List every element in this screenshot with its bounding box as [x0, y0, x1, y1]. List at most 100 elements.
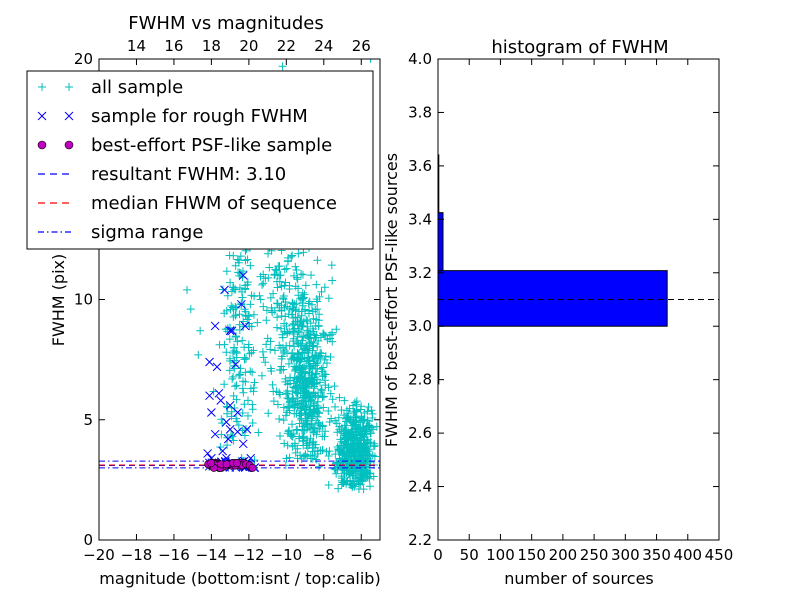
right-x-tick-label: 50 — [460, 546, 479, 564]
all-sample-point — [307, 420, 316, 429]
all-sample-point — [321, 352, 330, 361]
all-sample-point — [320, 283, 329, 292]
all-sample-point — [233, 337, 242, 346]
all-sample-point — [293, 275, 302, 284]
all-sample-point — [283, 441, 292, 450]
all-sample-point — [324, 294, 333, 303]
all-sample-point — [311, 391, 320, 400]
all-sample-point — [183, 285, 192, 294]
all-sample-point — [342, 417, 351, 426]
all-sample-point — [291, 262, 300, 271]
all-sample-point — [239, 377, 248, 386]
all-sample-point — [312, 455, 321, 464]
all-sample-point — [283, 302, 292, 311]
all-sample-point — [229, 343, 238, 352]
all-sample-point — [249, 310, 258, 319]
all-sample-point — [345, 469, 354, 478]
all-sample-point — [303, 317, 312, 326]
all-sample-point — [248, 400, 257, 409]
right-y-axis-label: FWHM of best-effort PSF-like sources — [382, 153, 401, 447]
all-sample-point — [225, 366, 234, 375]
all-sample-point — [310, 380, 319, 389]
all-sample-point — [276, 343, 285, 352]
all-sample-point — [277, 354, 286, 363]
all-sample-point — [258, 347, 267, 356]
right-x-tick-label: 200 — [549, 546, 578, 564]
all-sample-point — [328, 395, 337, 404]
all-sample-point — [297, 365, 306, 374]
all-sample-point — [321, 381, 330, 390]
left-y-tick-label: 10 — [74, 291, 93, 309]
all-sample-point — [303, 435, 312, 444]
all-sample-point — [362, 436, 371, 445]
all-sample-point — [368, 414, 377, 423]
all-sample-point — [268, 380, 277, 389]
psf-sample-point — [222, 460, 231, 469]
all-sample-point — [273, 299, 282, 308]
all-sample-point — [223, 441, 232, 450]
psf-sample-point — [232, 459, 241, 468]
left-chart-title: FWHM vs magnitudes — [128, 13, 323, 34]
all-sample-point — [290, 362, 299, 371]
all-sample-point — [324, 451, 333, 460]
all-sample-point — [232, 381, 241, 390]
all-sample-point — [243, 411, 252, 420]
all-sample-point — [308, 454, 317, 463]
right-y-tick-label: 2.4 — [408, 478, 432, 496]
all-sample-point — [311, 370, 320, 379]
rough-sample-point — [233, 427, 242, 437]
all-sample-point — [271, 270, 280, 279]
all-sample-point — [354, 453, 363, 462]
all-sample-point — [256, 295, 265, 304]
right-x-tick-label: 400 — [673, 546, 702, 564]
all-sample-point — [289, 383, 298, 392]
all-sample-point — [240, 305, 249, 314]
all-sample-point — [301, 369, 310, 378]
all-sample-point — [298, 295, 307, 304]
all-sample-point — [282, 341, 291, 350]
all-sample-point — [278, 62, 287, 71]
all-sample-point — [327, 414, 336, 423]
all-sample-point — [282, 389, 291, 398]
all-sample-point — [264, 409, 273, 418]
all-sample-point — [259, 270, 268, 279]
all-sample-point — [228, 374, 237, 383]
rough-sample-point — [242, 425, 252, 434]
rough-sample-point — [205, 391, 214, 401]
all-sample-point — [254, 428, 263, 437]
all-sample-point — [305, 405, 314, 414]
all-sample-point — [272, 323, 281, 332]
all-sample-point — [313, 412, 322, 421]
all-sample-point — [313, 256, 322, 265]
right-y-tick-label: 2.8 — [408, 371, 432, 389]
all-sample-point — [243, 255, 252, 264]
all-sample-point — [344, 451, 353, 460]
right-x-tick-label: 300 — [611, 546, 640, 564]
all-sample-point — [250, 456, 259, 465]
all-sample-point — [273, 283, 282, 292]
all-sample-point — [236, 370, 245, 379]
all-sample-point — [308, 324, 317, 333]
all-sample-point — [233, 255, 242, 264]
all-sample-point — [280, 265, 289, 274]
all-sample-point — [291, 448, 300, 457]
all-sample-point — [243, 396, 252, 405]
all-sample-point — [261, 274, 270, 283]
all-sample-point — [357, 472, 366, 481]
all-sample-point — [226, 354, 235, 363]
all-sample-point — [369, 442, 378, 451]
all-sample-point — [290, 342, 299, 351]
all-sample-point — [300, 305, 309, 314]
all-sample-point — [269, 387, 278, 396]
right-x-tick-label: 450 — [705, 546, 734, 564]
all-sample-point — [357, 433, 366, 442]
all-sample-point — [250, 292, 259, 301]
rough-sample-point — [216, 396, 226, 405]
all-sample-point — [280, 319, 289, 328]
all-sample-point — [350, 407, 359, 416]
all-sample-point — [242, 354, 251, 363]
all-sample-point — [238, 267, 247, 276]
all-sample-point — [246, 261, 255, 270]
all-sample-point — [266, 293, 275, 302]
left-top-tick-label: 18 — [202, 37, 221, 55]
